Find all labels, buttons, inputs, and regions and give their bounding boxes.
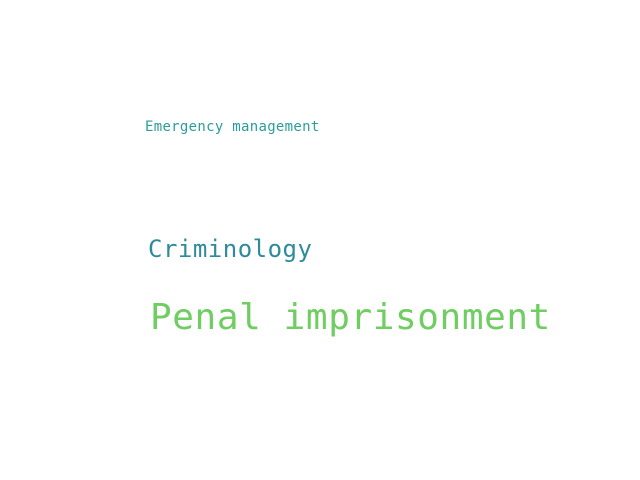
word-emergency-management: Emergency management (145, 119, 320, 135)
word-penal-imprisonment: Penal imprisonment (150, 297, 551, 338)
word-criminology: Criminology (148, 235, 313, 263)
